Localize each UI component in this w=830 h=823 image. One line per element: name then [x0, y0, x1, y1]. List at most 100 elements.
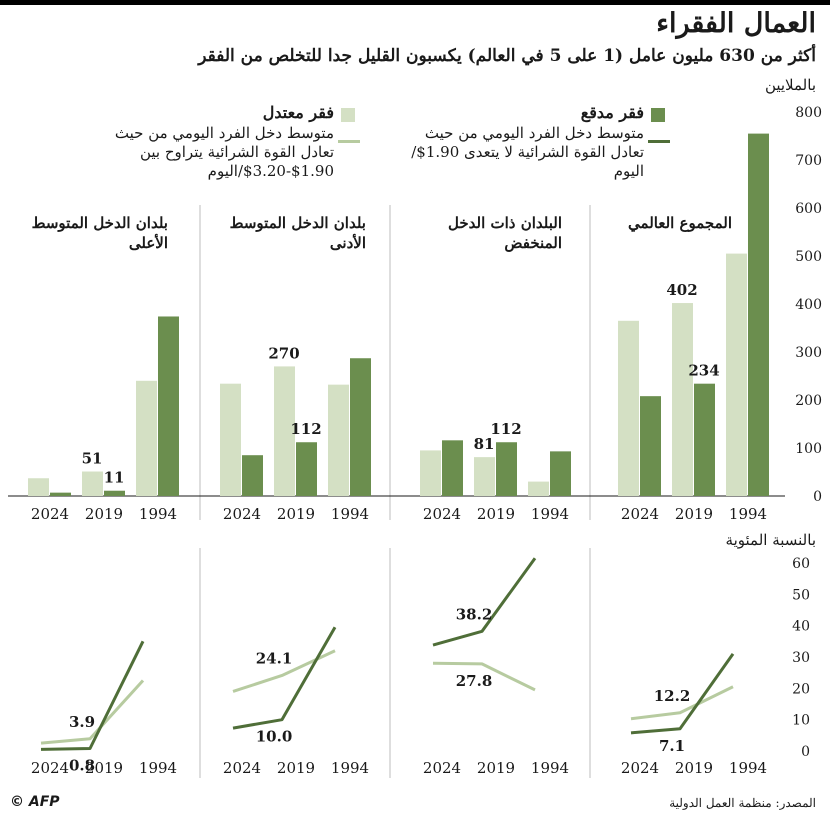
legend-extreme-line — [648, 140, 670, 143]
bar-extreme — [442, 440, 463, 496]
panel-title-upper-middle: بلدان الدخل المتوسط الأعلى — [31, 214, 168, 252]
bar-moderate — [274, 366, 295, 496]
bar-x-tick-label: 2024 — [31, 505, 69, 523]
bar-unit-label: بالملايين — [764, 76, 816, 94]
bar-moderate — [528, 481, 549, 496]
bar-y-tick-label: 500 — [795, 249, 822, 265]
legend-moderate-line — [338, 140, 360, 143]
line-moderate — [40, 679, 145, 745]
bar-y-tick-label: 0 — [813, 489, 822, 505]
bar-extreme — [640, 396, 661, 496]
bar-moderate — [220, 383, 241, 496]
line-x-tick-label: 2024 — [31, 759, 69, 777]
line-x-tick-label: 2024 — [621, 759, 659, 777]
bar-moderate — [28, 478, 49, 496]
bar-moderate — [618, 320, 639, 496]
line-data-label: 12.2 — [654, 687, 691, 705]
legend-moderate-swatch — [341, 108, 355, 122]
bar-moderate — [474, 457, 495, 496]
bar-y-tick-label: 600 — [795, 201, 822, 217]
bar-data-label: 402 — [666, 281, 697, 299]
bar-data-label: 234 — [688, 362, 719, 380]
line-data-label: 3.9 — [69, 713, 95, 731]
bar-extreme — [50, 492, 71, 496]
legend-extreme-swatch — [651, 108, 665, 122]
line-x-tick-label: 1994 — [139, 759, 177, 777]
bar-moderate — [136, 380, 157, 496]
line-data-label: 0.8 — [69, 756, 95, 774]
line-moderate — [432, 661, 536, 692]
bar-x-tick-label: 2019 — [675, 505, 713, 523]
bar-data-label: 11 — [104, 469, 125, 487]
line-data-label: 24.1 — [256, 649, 293, 667]
bar-extreme — [496, 442, 517, 496]
bar-x-tick-label: 2019 — [277, 505, 315, 523]
bar-moderate — [420, 450, 441, 496]
legend-moderate-title: فقر معتدل — [262, 103, 334, 122]
bar-y-tick-label: 200 — [795, 393, 822, 409]
line-x-tick-label: 2019 — [277, 759, 315, 777]
bar-extreme — [350, 358, 371, 496]
line-unit-label: بالنسبة المئوية — [725, 531, 816, 549]
line-extreme — [232, 626, 337, 730]
line-y-tick-label: 40 — [792, 619, 810, 635]
bar-extreme — [104, 490, 125, 496]
line-y-tick-label: 30 — [792, 650, 810, 666]
bar-y-tick-label: 400 — [795, 297, 822, 313]
bar-y-tick-label: 300 — [795, 345, 822, 361]
bar-x-tick-label: 2024 — [223, 505, 261, 523]
line-data-label: 38.2 — [456, 605, 493, 623]
bar-data-label: 270 — [268, 344, 299, 362]
bar-moderate — [328, 384, 349, 496]
legend-moderate-desc: متوسط دخل الفرد اليومي من حيث تعادل القو… — [114, 124, 334, 180]
line-y-tick-label: 10 — [792, 713, 810, 729]
source-note: المصدر: منظمة العمل الدولية — [669, 796, 816, 810]
line-x-tick-label: 1994 — [331, 759, 369, 777]
line-y-tick-label: 50 — [792, 587, 810, 603]
bar-data-label: 112 — [290, 420, 321, 438]
bar-moderate — [726, 253, 747, 496]
bar-moderate — [82, 471, 103, 496]
line-x-tick-label: 2024 — [423, 759, 461, 777]
afp-credit: © AFP — [10, 794, 60, 810]
line-x-tick-label: 1994 — [531, 759, 569, 777]
bar-y-tick-label: 800 — [795, 105, 822, 121]
line-x-tick-label: 2019 — [477, 759, 515, 777]
bar-extreme — [748, 133, 769, 496]
bar-x-tick-label: 2024 — [621, 505, 659, 523]
bar-x-tick-label: 1994 — [531, 505, 569, 523]
line-x-tick-label: 2024 — [223, 759, 261, 777]
line-data-label: 10.0 — [256, 728, 293, 746]
bar-y-tick-label: 700 — [795, 153, 822, 169]
line-extreme — [432, 557, 537, 647]
bar-data-label: 51 — [82, 450, 103, 468]
bar-x-tick-label: 1994 — [729, 505, 767, 523]
bar-data-label: 112 — [490, 420, 521, 438]
bar-extreme — [158, 316, 179, 496]
line-x-tick-label: 2019 — [675, 759, 713, 777]
bar-x-tick-label: 2024 — [423, 505, 461, 523]
bar-x-tick-label: 1994 — [139, 505, 177, 523]
panel-title-low-income: البلدان ذات الدخل المنخفض — [448, 214, 562, 252]
bar-extreme — [242, 455, 263, 496]
bar-x-tick-label: 2019 — [477, 505, 515, 523]
panel-title-world: المجموع العالمي — [628, 214, 732, 232]
panel-title-lower-middle: بلدان الدخل المتوسط الأدنى — [229, 214, 366, 252]
bar-x-tick-label: 1994 — [331, 505, 369, 523]
line-data-label: 7.1 — [659, 737, 685, 755]
line-extreme — [40, 640, 145, 751]
line-y-tick-label: 20 — [792, 681, 810, 697]
bar-extreme — [296, 442, 317, 496]
line-data-label: 27.8 — [456, 672, 493, 690]
legend-extreme-desc: متوسط دخل الفرد اليومي من حيث تعادل القو… — [411, 124, 644, 180]
line-x-tick-label: 2019 — [85, 759, 123, 777]
bar-y-tick-label: 100 — [795, 441, 822, 457]
line-y-tick-label: 60 — [792, 556, 810, 572]
line-moderate — [630, 685, 734, 721]
line-y-tick-label: 0 — [801, 744, 810, 760]
bar-moderate — [672, 303, 693, 496]
bar-extreme — [694, 383, 715, 496]
page-title: العمال الفقراء — [656, 8, 816, 39]
line-x-tick-label: 1994 — [729, 759, 767, 777]
